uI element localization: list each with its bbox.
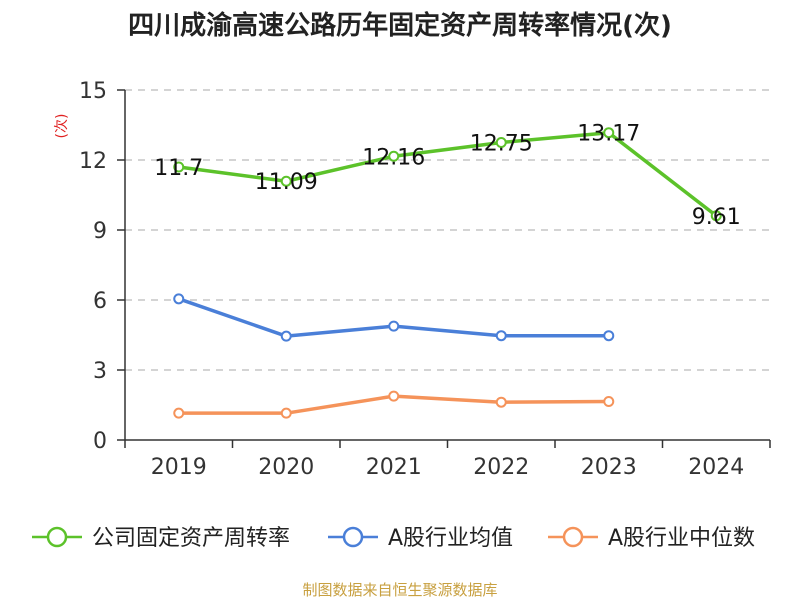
data-labels: 11.7 11.09 12.16 12.75 13.17 9.61: [154, 122, 740, 230]
legend-swatch-marker: [342, 526, 364, 548]
data-label: 13.17: [577, 122, 640, 147]
legend-item: A股行业中位数: [548, 526, 755, 551]
x-tick-label: 2022: [473, 455, 529, 480]
y-tick-label: 6: [93, 289, 107, 314]
source-note: 制图数据来自恒生聚源数据库: [302, 581, 497, 599]
series-2: [173, 390, 615, 419]
data-point: [280, 330, 292, 342]
data-label: 12.16: [362, 145, 425, 170]
series-line: [177, 130, 718, 218]
data-label: 11.7: [154, 156, 203, 181]
data-point: [603, 396, 615, 407]
grid-lines: [125, 89, 770, 371]
data-point: [280, 175, 292, 187]
data-label: 11.09: [255, 170, 318, 195]
data-point: [603, 330, 615, 342]
data-point: [603, 127, 615, 139]
x-tick-label: 2019: [151, 455, 207, 480]
data-point: [495, 330, 507, 342]
y-tick-label: 3: [93, 359, 107, 384]
series-0: [173, 127, 722, 222]
data-point: [280, 407, 292, 419]
y-tick-label: 0: [93, 429, 107, 454]
legend-label: A股行业中位数: [608, 526, 755, 551]
y-axis-label: (次): [54, 114, 70, 139]
y-tick-label: 15: [79, 79, 107, 104]
chart-title: 四川成渝高速公路历年固定资产周转率情况(次): [128, 10, 672, 41]
y-tick-label: 9: [93, 219, 107, 244]
data-point: [173, 161, 185, 173]
y-tick-label: 12: [79, 149, 107, 174]
x-tick-label: 2021: [366, 455, 422, 480]
data-point: [173, 293, 185, 305]
data-point: [173, 407, 185, 419]
data-point: [388, 320, 400, 332]
legend-swatch-marker: [46, 526, 68, 548]
series-layer: [173, 127, 722, 419]
data-label: 9.61: [692, 205, 741, 230]
legend: 公司固定资产周转率 A股行业均值 A股行业中位数: [32, 526, 755, 551]
legend-item: A股行业均值: [328, 526, 513, 551]
x-tick-label: 2024: [688, 455, 744, 480]
data-point: [388, 390, 400, 402]
data-point: [388, 150, 400, 162]
axes: 0 3 6 9 12 15 2019 2020 2021 2022 2023 2024: [79, 79, 771, 480]
legend-item: 公司固定资产周转率: [32, 526, 290, 551]
legend-label: A股行业均值: [388, 526, 513, 551]
x-tick-label: 2023: [581, 455, 637, 480]
data-label: 12.75: [470, 132, 533, 157]
legend-swatch-marker: [562, 526, 584, 548]
data-point: [710, 210, 722, 222]
x-tick-label: 2020: [258, 455, 314, 480]
legend-label: 公司固定资产周转率: [92, 526, 290, 551]
series-1: [173, 293, 615, 342]
data-point: [495, 137, 507, 148]
data-point: [495, 396, 507, 408]
